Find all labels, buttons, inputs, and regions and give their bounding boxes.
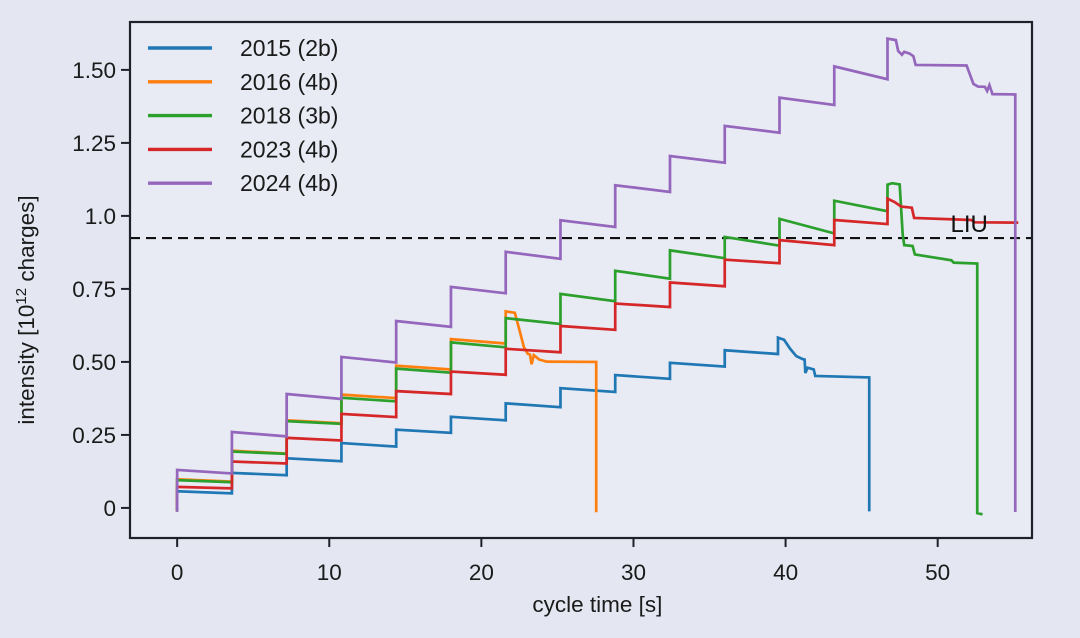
x-tick-label: 0 [171, 560, 184, 585]
y-tick-label: 0.75 [72, 277, 116, 302]
y-tick-label: 0 [103, 496, 116, 521]
y-axis-label: intensity [1012 charges] [13, 195, 39, 424]
y-tick-label: 1.25 [72, 131, 116, 156]
y-tick-label: 1.50 [72, 58, 116, 83]
x-tick-label: 40 [773, 560, 798, 585]
x-tick-label: 20 [469, 560, 494, 585]
x-tick-label: 50 [925, 560, 950, 585]
x-tick-label: 10 [317, 560, 342, 585]
liu-label: LIU [951, 211, 988, 238]
x-axis-label: cycle time [s] [532, 592, 662, 617]
x-tick-label: 30 [621, 560, 646, 585]
y-tick-label: 1.0 [85, 204, 116, 229]
y-tick-label: 0.25 [72, 423, 116, 448]
legend-label-2018-3b-: 2018 (3b) [240, 103, 338, 129]
y-tick-label: 0.50 [72, 350, 116, 375]
legend-label-2023-4b-: 2023 (4b) [240, 136, 338, 162]
series-line-2024-4b- [175, 37, 1017, 513]
plot-frame [128, 20, 1034, 540]
series-line-2023-4b- [175, 196, 1019, 511]
series-line-2015-2b- [175, 335, 871, 512]
legend-label-2015-2b-: 2015 (2b) [240, 35, 338, 61]
legend-label-2016-4b-: 2016 (4b) [240, 69, 338, 95]
plot-area [130, 22, 1032, 538]
legend-label-2024-4b-: 2024 (4b) [240, 170, 338, 196]
